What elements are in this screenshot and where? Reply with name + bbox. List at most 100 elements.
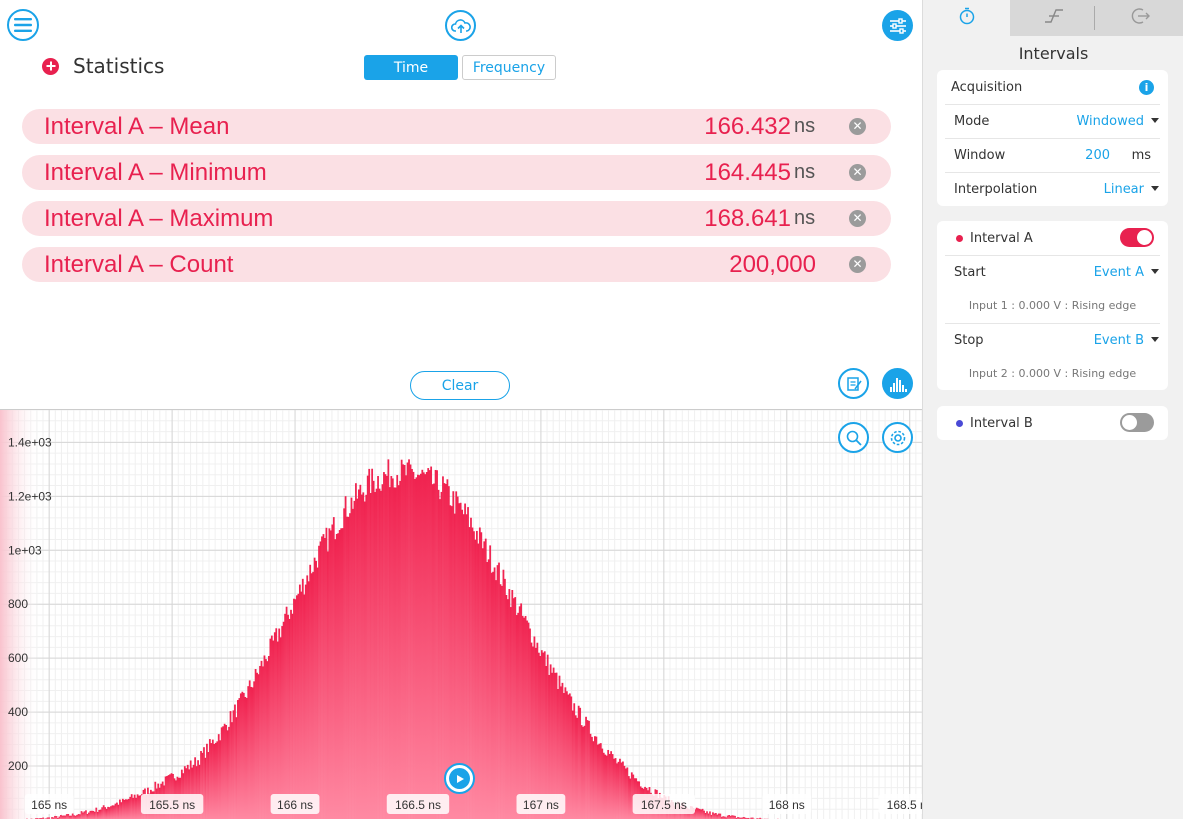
histogram-bar	[700, 809, 703, 819]
log-notes-icon[interactable]	[838, 368, 869, 399]
histogram-bar	[720, 816, 723, 819]
histogram-bar	[88, 812, 90, 819]
histogram-bar	[269, 638, 272, 819]
histogram-bar	[440, 491, 443, 819]
histogram-bar	[93, 811, 96, 819]
histogram-bar	[76, 814, 78, 819]
histogram-bar	[529, 628, 531, 819]
info-icon[interactable]: i	[1139, 79, 1154, 95]
histogram-bar	[403, 465, 406, 819]
acquisition-title: Acquisition	[951, 79, 1023, 95]
chevron-down-icon[interactable]	[1151, 186, 1159, 191]
histogram-icon[interactable]	[882, 368, 913, 399]
start-row[interactable]: Start Event A	[937, 255, 1168, 289]
interval-b-toggle[interactable]	[1120, 413, 1154, 432]
add-statistic-icon[interactable]	[42, 57, 59, 75]
histogram-bar	[346, 516, 348, 819]
histogram-bar	[329, 530, 332, 819]
tab-time[interactable]: Time	[364, 55, 458, 80]
statistics-title: Statistics	[73, 54, 165, 78]
histogram-bar	[478, 527, 481, 819]
histogram-bar	[380, 490, 382, 819]
time-frequency-toggle: Time Frequency	[364, 55, 556, 80]
remove-stat-icon[interactable]: ✕	[849, 210, 866, 227]
chevron-down-icon[interactable]	[1151, 269, 1159, 274]
hamburger-menu-icon[interactable]	[7, 9, 39, 41]
remove-stat-icon[interactable]: ✕	[849, 164, 866, 181]
histogram-bar	[288, 618, 291, 819]
histogram-bar	[55, 816, 58, 819]
histogram-bar	[467, 507, 469, 819]
histogram-bar	[331, 524, 334, 819]
sliders-icon[interactable]	[882, 10, 913, 41]
histogram-bar	[225, 724, 227, 819]
mode-row[interactable]: Mode Windowed	[937, 104, 1168, 138]
tab-edge[interactable]	[1010, 0, 1097, 36]
x-tick-label: 168.5 ns	[887, 798, 922, 812]
histogram-bar	[560, 686, 562, 819]
chevron-down-icon[interactable]	[1151, 118, 1159, 123]
histogram-bar	[588, 720, 590, 819]
histogram-bar	[418, 475, 421, 819]
x-tick-label: 167 ns	[523, 798, 559, 812]
histogram-bar	[506, 599, 509, 819]
histogram-bar	[363, 501, 366, 819]
histogram-bar	[743, 816, 745, 819]
x-tick-label: 167.5 ns	[641, 798, 687, 812]
histogram-bar	[574, 715, 577, 819]
remove-stat-icon[interactable]: ✕	[849, 118, 866, 135]
remove-stat-icon[interactable]: ✕	[849, 256, 866, 273]
window-label: Window	[954, 147, 1006, 163]
cloud-upload-icon[interactable]	[445, 10, 476, 41]
histogram-bar	[121, 798, 124, 819]
histogram-bar	[735, 817, 738, 819]
histogram-bar	[231, 722, 233, 819]
histogram-bar	[232, 710, 235, 819]
histogram-bar	[139, 795, 142, 819]
histogram-bar	[704, 812, 707, 819]
histogram-bar	[629, 778, 632, 819]
stop-select[interactable]: Event B	[1093, 332, 1144, 348]
histogram-bar	[365, 494, 368, 819]
y-tick-label: 1.4e+03	[8, 435, 52, 449]
interval-b-title: Interval B	[970, 415, 1033, 431]
histogram-bar	[414, 479, 416, 819]
stop-row[interactable]: Stop Event B	[937, 323, 1168, 357]
stat-value: 168.641	[704, 204, 791, 232]
histogram-bar	[303, 594, 306, 819]
histogram-bar	[602, 752, 605, 819]
histogram-bar	[738, 817, 741, 819]
start-select[interactable]: Event A	[1093, 264, 1144, 280]
histogram-bar	[725, 817, 728, 819]
mode-select[interactable]: Windowed	[1076, 113, 1144, 129]
histogram-bar	[548, 674, 551, 819]
histogram-bar	[397, 485, 400, 819]
interval-a-title: Interval A	[970, 230, 1033, 246]
histogram-plot[interactable]: 200 400 600 800 1e+03 1.2e+03 1.4e+03 165 ns 16…	[0, 409, 941, 819]
histogram-bar	[490, 572, 493, 819]
histogram-bar	[549, 664, 552, 819]
histogram-bar	[126, 799, 129, 819]
histogram-bar	[486, 562, 489, 819]
histogram-bar	[191, 767, 194, 819]
tab-intervals[interactable]	[923, 0, 1010, 36]
interpolation-row[interactable]: Interpolation Linear	[937, 172, 1168, 206]
interpolation-select[interactable]: Linear	[1103, 181, 1144, 197]
clear-button[interactable]: Clear	[410, 371, 510, 400]
histogram-bar	[360, 494, 363, 819]
play-icon[interactable]	[444, 763, 475, 794]
interval-a-toggle[interactable]	[1120, 228, 1154, 247]
tab-export[interactable]	[1097, 0, 1183, 36]
zoom-icon[interactable]	[838, 422, 869, 453]
histogram-bar	[445, 484, 447, 819]
tab-frequency[interactable]: Frequency	[462, 55, 556, 80]
histogram-bar	[210, 743, 213, 819]
histogram-bar	[601, 748, 604, 819]
histogram-bar	[244, 696, 247, 819]
gear-icon[interactable]	[882, 422, 913, 453]
histogram-bar	[294, 599, 297, 819]
window-input[interactable]: 200	[1085, 147, 1110, 163]
histogram-bar	[92, 810, 95, 819]
chevron-down-icon[interactable]	[1151, 337, 1159, 342]
histogram-bar	[695, 807, 698, 819]
